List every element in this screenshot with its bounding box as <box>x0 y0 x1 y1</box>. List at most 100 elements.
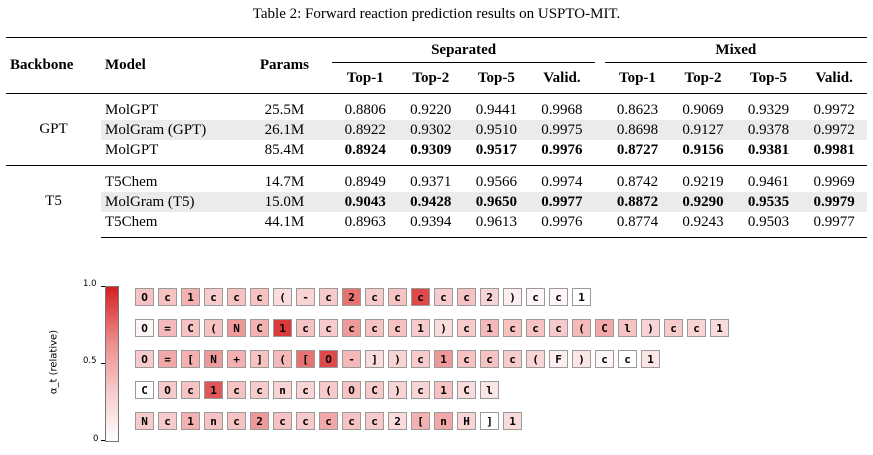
token-cell: ) <box>503 288 522 306</box>
token-cell: ( <box>526 350 545 368</box>
params-cell: 15.0M <box>246 192 323 212</box>
token-cell: c <box>388 288 407 306</box>
value-cell: 0.9981 <box>813 141 855 158</box>
token-cell: c <box>319 288 338 306</box>
token-cell: n <box>434 412 453 430</box>
model-cell: T5Chem <box>100 165 247 192</box>
spacer-cell <box>322 212 333 238</box>
value-cell: 0.9977 <box>529 192 595 212</box>
spacer-cell <box>322 192 333 212</box>
spacer-cell <box>594 192 605 212</box>
token-cell: c <box>365 288 384 306</box>
value-cell: 0.9535 <box>735 192 802 212</box>
value-cell: 0.9510 <box>463 120 530 140</box>
token-cell: F <box>549 350 568 368</box>
value-cell: 0.9979 <box>801 192 867 212</box>
value-cell: 0.8742 <box>604 165 671 192</box>
token-cell: O <box>135 319 154 337</box>
token-cell: c <box>296 381 315 399</box>
token-cell: c <box>158 412 177 430</box>
token-cell: c <box>595 350 614 368</box>
token-cell: ) <box>641 319 660 337</box>
token-cell: c <box>411 288 430 306</box>
value-cell: 0.8623 <box>604 93 671 120</box>
token-cell: 1 <box>181 412 200 430</box>
token-cell: c <box>411 350 430 368</box>
token-cell: 1 <box>480 319 499 337</box>
value-cell: 0.8924 <box>344 141 386 158</box>
token-cell: c <box>503 319 522 337</box>
token-cell: c <box>250 288 269 306</box>
value-cell: 0.9302 <box>398 120 464 140</box>
header-metric: Top-2 <box>412 69 450 86</box>
token-cell: O <box>319 350 338 368</box>
token-cell: ( <box>319 381 338 399</box>
header-metric: Top-1 <box>618 69 656 86</box>
token-cell: N <box>227 319 246 337</box>
header-model: Model <box>100 37 247 94</box>
token-cell: ] <box>480 412 499 430</box>
value-cell: 0.9043 <box>332 192 399 212</box>
token-cell: c <box>457 319 476 337</box>
token-cell: + <box>227 350 246 368</box>
token-cell: c <box>227 381 246 399</box>
table-row: T5Chem 44.1M 0.8963 0.9394 0.9613 0.9976 0.877… <box>6 212 867 238</box>
token-cell: c <box>549 319 568 337</box>
token-cell: c <box>687 319 706 337</box>
value-cell: 0.9972 <box>801 120 867 140</box>
table-row: T5 T5Chem 14.7M 0.8949 0.9371 0.9566 0.9974 0.8… <box>6 165 867 238</box>
token-cell: C <box>365 381 384 399</box>
token-cell: C <box>250 319 269 337</box>
token-cell: ( <box>273 288 292 306</box>
token-cell: n <box>273 381 292 399</box>
value-cell: 0.9976 <box>541 141 583 158</box>
token-cell: ] <box>250 350 269 368</box>
spacer-cell <box>322 120 333 140</box>
colorbar-tick: 0 <box>93 434 99 444</box>
value-cell: 0.9309 <box>410 141 452 158</box>
params-cell: 14.7M <box>246 165 323 192</box>
token-cell: c <box>526 319 545 337</box>
token-cell: ( <box>204 319 223 337</box>
token-cell: c <box>388 319 407 337</box>
spacer-cell <box>595 140 605 166</box>
token-cell: c <box>319 412 338 430</box>
token-cell: 1 <box>434 350 453 368</box>
token-cell: c <box>549 288 568 306</box>
token-cell: c <box>227 412 246 430</box>
token-cell: l <box>480 381 499 399</box>
value-cell: 0.9378 <box>735 120 802 140</box>
model-cell: T5Chem <box>100 212 247 238</box>
token-cell: - <box>342 350 361 368</box>
token-cell: c <box>457 288 476 306</box>
params-cell: 26.1M <box>246 120 323 140</box>
value-cell: 0.9977 <box>801 212 867 238</box>
value-cell: 0.8774 <box>604 212 671 238</box>
token-cell: c <box>181 381 200 399</box>
value-cell: 0.9972 <box>801 93 867 120</box>
token-cell: C <box>457 381 476 399</box>
value-cell: 0.9566 <box>463 165 530 192</box>
token-cell: 1 <box>641 350 660 368</box>
token-cell: c <box>365 412 384 430</box>
token-cell: c <box>319 319 338 337</box>
spacer-cell <box>594 93 605 120</box>
spacer-cell <box>594 165 605 192</box>
table-caption: Table 2: Forward reaction prediction res… <box>252 6 621 22</box>
spacer-cell <box>322 165 333 192</box>
token-cell: [ <box>181 350 200 368</box>
value-cell: 0.9329 <box>735 93 802 120</box>
header-separated: Separated <box>332 37 595 63</box>
spacer-cell <box>322 140 332 166</box>
header-backbone: Backbone <box>6 37 101 94</box>
value-cell: 0.9969 <box>801 165 867 192</box>
token-cell: c <box>365 319 384 337</box>
header-params: Params <box>246 37 323 94</box>
colorbar-label: α_t (relative) <box>48 329 60 395</box>
value-cell: 0.9371 <box>398 165 464 192</box>
token-cell: n <box>204 412 223 430</box>
header-metric: Valid. <box>815 69 853 86</box>
value-cell: 0.9503 <box>735 212 802 238</box>
